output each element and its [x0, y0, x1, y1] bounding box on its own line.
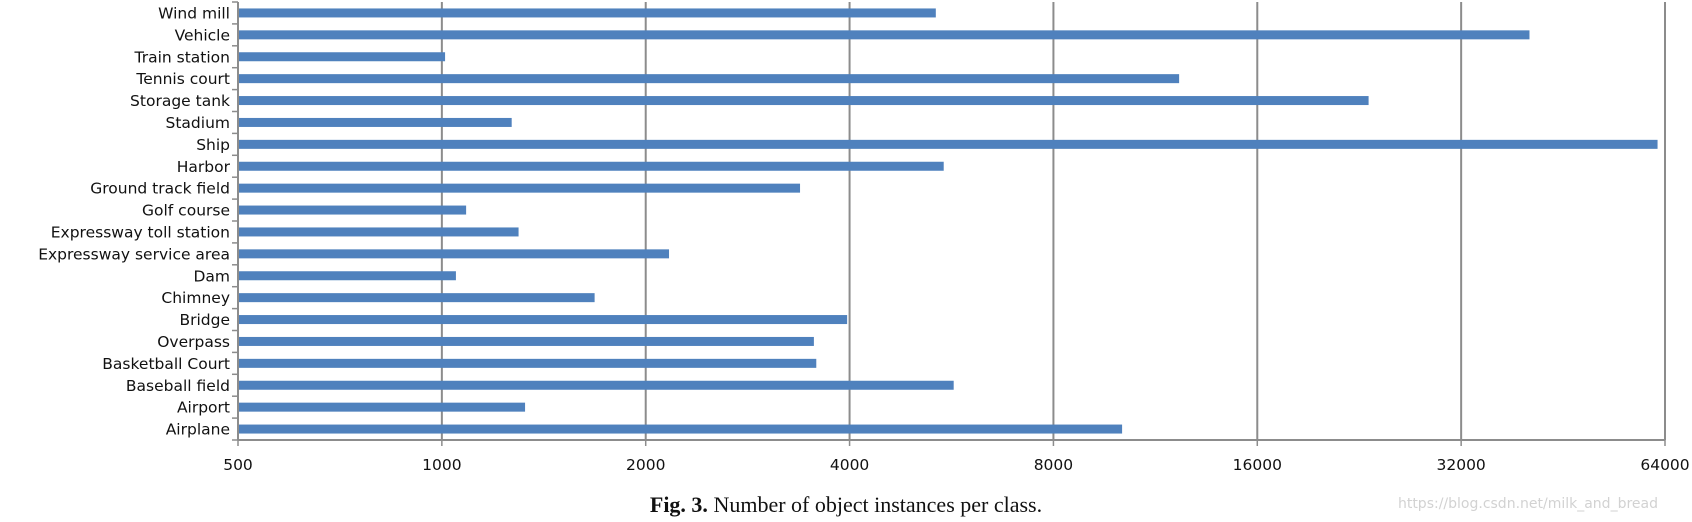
y-tick-label: Vehicle	[175, 26, 230, 44]
bar	[238, 183, 801, 193]
bar	[238, 74, 1180, 84]
bar	[238, 402, 526, 412]
y-tick-label: Expressway toll station	[51, 223, 230, 241]
y-tick-label: Baseball field	[126, 377, 230, 395]
bar	[238, 315, 848, 325]
bar	[238, 358, 817, 368]
x-tick-label: 1000	[422, 456, 461, 474]
y-tick-label: Ship	[196, 136, 230, 154]
y-tick-label: Airport	[177, 399, 230, 417]
x-tick-label: 4000	[830, 456, 869, 474]
bar	[238, 293, 595, 303]
bar	[238, 227, 519, 237]
y-tick-label: Basketball Court	[102, 355, 230, 373]
y-tick-label: Tennis court	[135, 70, 230, 88]
bar	[238, 96, 1369, 106]
y-tick-label: Train station	[134, 48, 230, 66]
x-tick-label: 64000	[1640, 456, 1689, 474]
bar	[238, 205, 467, 215]
bar	[238, 249, 670, 259]
y-tick-label: Dam	[193, 267, 230, 285]
caption-label: Fig. 3.	[649, 492, 708, 517]
gridlines	[440, 2, 1666, 440]
y-tick-label: Bridge	[179, 311, 230, 329]
y-tick-label: Airplane	[166, 421, 230, 439]
y-tick-label: Expressway service area	[38, 245, 230, 263]
watermark: https://blog.csdn.net/milk_and_bread	[1397, 496, 1658, 512]
x-tick-label: 500	[223, 456, 253, 474]
bars	[238, 8, 1658, 434]
axes	[232, 1, 1666, 446]
caption-text: Number of object instances per class.	[713, 492, 1043, 517]
bar	[238, 271, 456, 281]
y-tick-label: Storage tank	[130, 92, 230, 110]
y-tick-label: Ground track field	[90, 180, 230, 198]
y-tick-label: Stadium	[166, 114, 230, 132]
bar	[238, 380, 954, 390]
x-tick-label: 2000	[626, 456, 665, 474]
y-tick-label: Overpass	[157, 333, 230, 351]
y-tick-label: Golf course	[142, 202, 230, 220]
y-tick-label: Wind mill	[158, 4, 230, 22]
bar	[238, 336, 814, 346]
x-tick-label: 8000	[1034, 456, 1073, 474]
bar	[238, 8, 936, 18]
bar	[238, 161, 944, 171]
y-tick-label: Chimney	[161, 289, 230, 307]
labels: 500 1000 2000 4000 8000 16000 32000 64000 Wind m…	[38, 4, 1689, 474]
bar	[238, 52, 446, 62]
figure-caption: Fig. 3. Number of object instances per c…	[0, 492, 1692, 518]
bar	[238, 117, 512, 127]
bar	[238, 139, 1658, 149]
x-tick-label: 32000	[1436, 456, 1485, 474]
bar	[238, 424, 1123, 434]
y-tick-label: Harbor	[177, 158, 231, 176]
x-tick-label: 16000	[1233, 456, 1282, 474]
bar	[238, 30, 1530, 40]
